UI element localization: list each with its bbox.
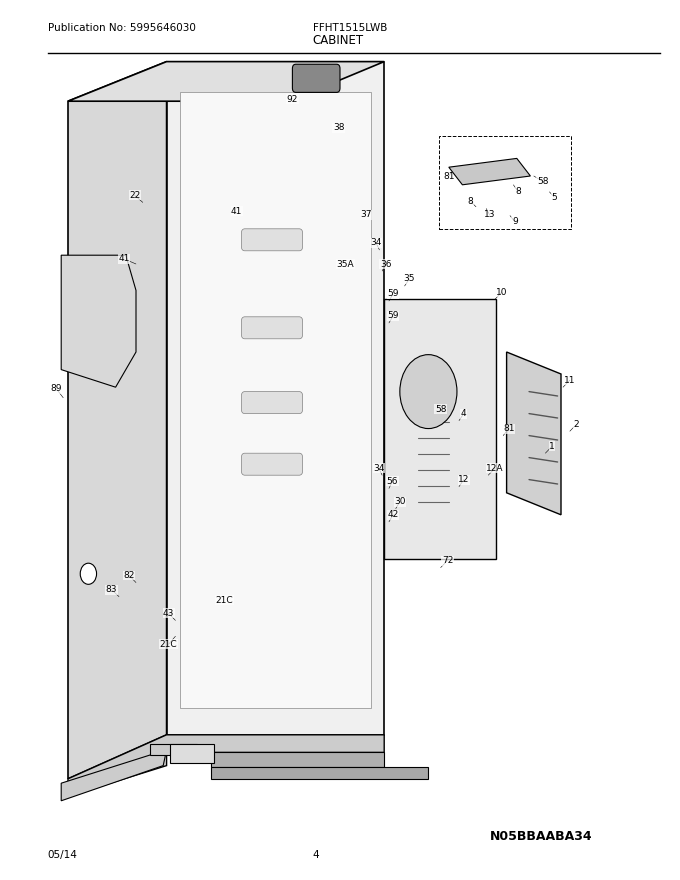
Text: 34: 34 — [373, 464, 384, 473]
Polygon shape — [180, 92, 371, 708]
Text: 59: 59 — [388, 290, 398, 298]
Text: 72: 72 — [442, 556, 453, 565]
Polygon shape — [61, 255, 136, 387]
Text: 9: 9 — [512, 217, 517, 226]
Text: 41: 41 — [279, 234, 290, 243]
Text: 11: 11 — [564, 376, 575, 385]
Text: 81: 81 — [443, 172, 454, 180]
Polygon shape — [507, 352, 561, 515]
Text: 42: 42 — [388, 510, 398, 519]
Text: 4: 4 — [461, 409, 466, 418]
FancyBboxPatch shape — [241, 229, 303, 251]
Text: 35A: 35A — [337, 260, 354, 268]
Text: 05/14: 05/14 — [48, 850, 78, 860]
Polygon shape — [211, 752, 384, 767]
Text: 5: 5 — [551, 193, 557, 202]
FancyBboxPatch shape — [241, 453, 303, 475]
Text: 38: 38 — [333, 123, 344, 132]
Polygon shape — [61, 750, 167, 801]
Text: 22: 22 — [129, 191, 140, 200]
Polygon shape — [68, 735, 384, 796]
Text: 2: 2 — [574, 420, 579, 429]
Text: 37: 37 — [360, 210, 371, 219]
FancyBboxPatch shape — [241, 317, 303, 339]
Text: 12A: 12A — [486, 464, 504, 473]
Text: 34: 34 — [371, 238, 381, 247]
Text: 92: 92 — [287, 95, 298, 104]
Polygon shape — [384, 299, 496, 559]
Text: 83: 83 — [106, 585, 117, 594]
Text: 56: 56 — [387, 477, 398, 486]
Polygon shape — [211, 767, 428, 779]
Text: N05BBAABA34: N05BBAABA34 — [490, 831, 592, 843]
Text: 35: 35 — [404, 275, 415, 283]
Circle shape — [80, 563, 97, 584]
Text: 89: 89 — [51, 385, 62, 393]
Text: 59: 59 — [388, 312, 398, 320]
Text: 13: 13 — [484, 210, 495, 219]
Text: 8: 8 — [515, 187, 521, 196]
Text: 30: 30 — [394, 497, 405, 506]
Polygon shape — [449, 158, 530, 185]
Text: 41: 41 — [118, 254, 129, 263]
Text: 21C: 21C — [160, 640, 177, 649]
Text: 8: 8 — [468, 197, 473, 206]
Text: 82: 82 — [124, 571, 135, 580]
FancyBboxPatch shape — [241, 392, 303, 414]
Text: 1: 1 — [549, 442, 555, 451]
Polygon shape — [68, 62, 384, 101]
Text: 81: 81 — [503, 424, 514, 433]
Text: 4: 4 — [313, 850, 320, 860]
Text: 21C: 21C — [216, 596, 233, 605]
Circle shape — [400, 355, 457, 429]
Polygon shape — [68, 62, 167, 779]
Text: 36: 36 — [380, 260, 391, 268]
FancyBboxPatch shape — [170, 744, 214, 763]
Polygon shape — [150, 744, 197, 755]
Text: 10: 10 — [496, 288, 507, 297]
Text: 58: 58 — [435, 405, 446, 414]
Text: CABINET: CABINET — [313, 34, 364, 47]
Text: FFHT1515LWB: FFHT1515LWB — [313, 23, 387, 33]
Text: Publication No: 5995646030: Publication No: 5995646030 — [48, 23, 195, 33]
Text: 40: 40 — [318, 73, 328, 82]
Text: 41: 41 — [231, 207, 242, 216]
Text: 43: 43 — [163, 609, 174, 618]
Polygon shape — [167, 62, 384, 735]
Text: 12: 12 — [458, 475, 469, 484]
FancyBboxPatch shape — [292, 64, 340, 92]
Text: 14: 14 — [496, 172, 507, 180]
Text: 58: 58 — [537, 177, 548, 186]
